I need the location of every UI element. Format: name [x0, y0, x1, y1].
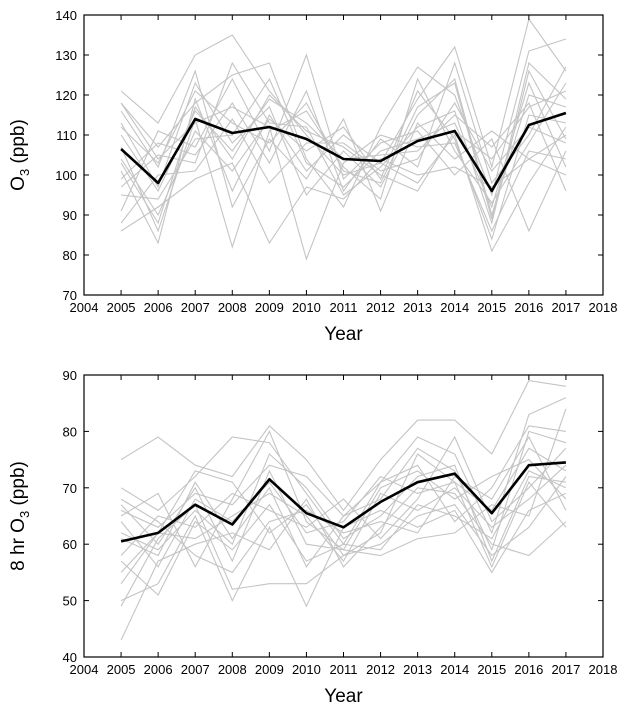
site-series-line-16	[120, 90, 567, 225]
x-tick-label: 2009	[255, 300, 284, 315]
y-axis-title: 8 hr O3 (ppb)	[8, 461, 32, 571]
y-tick-label: 120	[55, 88, 77, 103]
site-series-line-16	[120, 453, 567, 585]
x-tick-label: 2015	[477, 300, 506, 315]
x-tick-label: 2007	[181, 662, 210, 677]
x-tick-label: 2010	[292, 662, 321, 677]
site-series-line-12	[120, 435, 567, 574]
mean-series-line	[120, 111, 567, 193]
site-series-line-17	[120, 61, 567, 225]
x-tick-label: 2012	[366, 662, 395, 677]
x-tick-label: 2015	[477, 662, 506, 677]
x-axis-title: Year	[324, 686, 363, 707]
site-series-line-5	[120, 89, 567, 241]
y-tick-label: 60	[63, 537, 77, 552]
site-series-line-15	[120, 102, 567, 261]
site-series-line-6	[120, 435, 567, 556]
site-series-line-1	[120, 17, 567, 176]
y-tick-label: 50	[63, 594, 77, 609]
site-series-line-4	[120, 447, 567, 568]
site-series-line-1	[120, 379, 566, 512]
site-series-line-15	[120, 408, 567, 568]
y-tick-label: 90	[63, 208, 77, 223]
x-tick-label: 2009	[255, 662, 284, 677]
y-axis-title: O3 (ppb)	[8, 119, 32, 191]
x-tick-label: 2006	[144, 300, 173, 315]
site-series-line-13	[120, 77, 567, 217]
site-series-line-14	[120, 425, 566, 568]
x-tick-label: 2011	[330, 662, 358, 677]
x-tick-label: 2004	[70, 300, 99, 315]
site-series-line-12	[120, 53, 567, 233]
y-tick-label: 140	[55, 8, 77, 23]
x-tick-label: 2018	[589, 300, 618, 315]
y-tick-label: 100	[55, 168, 77, 183]
x-tick-label: 2016	[514, 300, 543, 315]
y-tick-label: 90	[63, 368, 77, 383]
site-series-line-11	[120, 470, 567, 596]
site-series-line-3	[120, 430, 567, 552]
x-tick-label: 2014	[440, 662, 469, 677]
chart-panel-1: 2004 2005 2006 2007 2008 2009 2010 2011 2012 2013…	[8, 8, 617, 345]
x-tick-label: 2017	[551, 300, 580, 315]
x-tick-label: 2007	[181, 300, 210, 315]
x-tick-label: 2005	[107, 300, 136, 315]
site-series-line-8	[121, 77, 567, 209]
x-tick-label: 2011	[330, 300, 358, 315]
x-tick-label: 2018	[589, 662, 618, 677]
mean-series-line	[120, 461, 566, 543]
y-tick-label: 70	[63, 288, 77, 303]
y-tick-label: 70	[63, 481, 77, 496]
x-tick-label: 2013	[403, 662, 432, 677]
x-tick-label: 2006	[144, 662, 173, 677]
x-tick-label: 2008	[218, 662, 247, 677]
x-tick-label: 2008	[218, 300, 247, 315]
y-tick-label: 130	[55, 48, 77, 63]
site-series-line-8	[120, 464, 567, 573]
site-series-line-7	[120, 69, 567, 213]
x-tick-label: 2005	[107, 662, 136, 677]
y-tick-label: 110	[56, 128, 77, 143]
site-series-line-10	[120, 487, 567, 641]
y-tick-label: 80	[63, 424, 77, 439]
x-tick-label: 2004	[70, 662, 99, 677]
site-series-line-11	[120, 97, 567, 253]
x-axis-title: Year	[324, 324, 363, 345]
site-series-line-5	[120, 453, 566, 563]
site-series-line-14	[120, 158, 567, 245]
site-series-line-3	[120, 61, 567, 220]
y-tick-label: 40	[63, 650, 77, 665]
x-tick-label: 2014	[440, 300, 469, 315]
site-series-line-6	[120, 61, 567, 193]
site-series-line-2	[120, 38, 567, 209]
x-tick-label: 2013	[403, 300, 432, 315]
site-series-line-10	[120, 101, 567, 224]
x-tick-label: 2010	[292, 300, 321, 315]
x-tick-label: 2017	[551, 662, 580, 677]
x-tick-label: 2016	[514, 662, 543, 677]
y-tick-label: 80	[63, 248, 77, 263]
x-tick-label: 2012	[366, 300, 395, 315]
chart-panel-2: 2004 2005 2006 2007 2008 2009 2010 2011 2012 2013…	[8, 368, 617, 707]
